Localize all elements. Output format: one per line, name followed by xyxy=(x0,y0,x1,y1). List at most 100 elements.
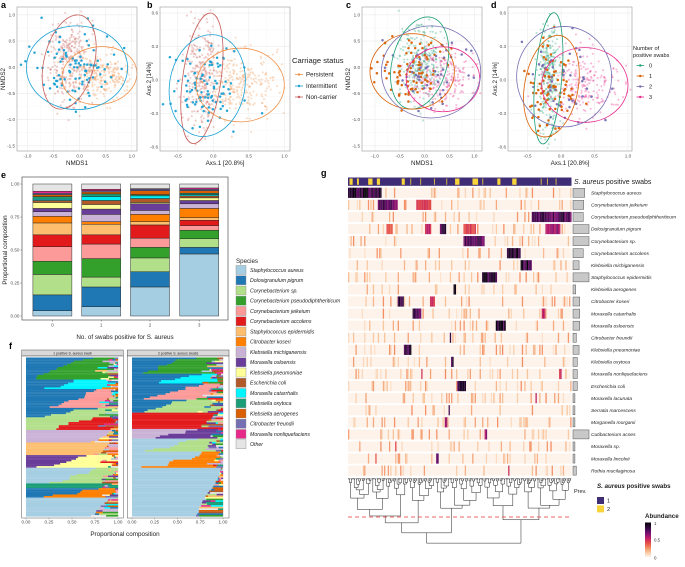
heatmap-cell xyxy=(364,187,366,198)
heatmap-cell xyxy=(418,320,421,331)
data-point xyxy=(426,80,429,83)
heatmap-cell xyxy=(545,393,547,404)
composition-segment xyxy=(195,456,221,459)
data-point xyxy=(81,69,84,72)
composition-segment xyxy=(115,418,119,421)
legend-swatch xyxy=(235,398,247,408)
data-point xyxy=(59,76,62,79)
bar-segment xyxy=(179,203,219,209)
bar-segment xyxy=(81,193,121,197)
bar-segment xyxy=(32,191,73,194)
data-point xyxy=(553,60,556,63)
composition-segment xyxy=(115,492,119,495)
data-point xyxy=(198,61,201,64)
data-point xyxy=(574,69,577,72)
composition-segment xyxy=(26,481,50,484)
data-point xyxy=(225,47,228,50)
data-point xyxy=(550,84,553,87)
heatmap-cell xyxy=(463,320,465,331)
composition-segment xyxy=(110,385,113,388)
heatmap-cell xyxy=(406,344,408,355)
data-point xyxy=(550,100,553,103)
heatmap-cell xyxy=(509,453,511,464)
heatmap-cell xyxy=(537,441,540,452)
data-point xyxy=(254,77,257,80)
prevalence-bar xyxy=(572,417,576,428)
data-point xyxy=(65,41,68,44)
data-point xyxy=(197,77,200,80)
data-point xyxy=(205,85,208,88)
data-point xyxy=(82,86,86,89)
data-point xyxy=(581,79,584,83)
heatmap-cell xyxy=(359,187,361,198)
composition-segment xyxy=(116,420,119,423)
data-point xyxy=(551,62,554,65)
panel-label-e: e xyxy=(1,170,6,180)
data-point xyxy=(551,40,554,43)
data-point xyxy=(431,58,434,61)
data-point xyxy=(439,91,442,94)
composition-segment xyxy=(103,475,109,478)
data-point xyxy=(60,84,64,87)
data-point xyxy=(161,103,165,106)
data-point xyxy=(406,64,409,68)
composition-segment xyxy=(218,453,224,455)
composition-segment xyxy=(115,477,119,479)
data-point xyxy=(432,50,435,53)
legend-item-label: 3 xyxy=(649,95,652,101)
composition-segment xyxy=(106,398,110,401)
data-point xyxy=(581,84,584,87)
data-point xyxy=(472,74,475,77)
data-point xyxy=(188,81,191,85)
data-point xyxy=(68,90,71,93)
heatmap-cell xyxy=(518,248,520,259)
data-point xyxy=(49,68,52,71)
data-point xyxy=(196,64,199,67)
data-point xyxy=(547,119,550,122)
data-point xyxy=(218,74,222,77)
data-point xyxy=(59,45,62,49)
heatmap-cell xyxy=(524,248,526,259)
composition-segment xyxy=(132,396,151,399)
data-point xyxy=(55,36,58,39)
heatmap-cell xyxy=(366,356,368,368)
data-point xyxy=(73,107,76,110)
data-point xyxy=(592,74,595,77)
composition-segment xyxy=(107,494,110,497)
heatmap-cell xyxy=(458,380,460,392)
heatmap-cell xyxy=(493,272,495,283)
data-point xyxy=(229,99,232,102)
heatmap-cell xyxy=(468,236,470,247)
composition-segment xyxy=(216,363,224,366)
composition-segment xyxy=(26,508,99,511)
data-point xyxy=(122,79,125,82)
data-point xyxy=(203,56,206,60)
composition-segment xyxy=(222,407,224,410)
data-point xyxy=(198,82,201,85)
data-point xyxy=(88,70,91,73)
data-point xyxy=(187,117,190,120)
data-point xyxy=(583,96,586,99)
data-point xyxy=(266,117,269,120)
heatmap-cell xyxy=(364,332,366,343)
data-point xyxy=(73,69,76,72)
data-point xyxy=(547,34,550,37)
data-point xyxy=(204,84,207,87)
heatmap-cell xyxy=(465,308,468,319)
data-point xyxy=(585,78,588,81)
heatmap-cell xyxy=(562,211,565,223)
data-point xyxy=(414,84,417,87)
data-point xyxy=(555,71,558,75)
data-point xyxy=(544,56,547,59)
heatmap-cell xyxy=(370,199,372,210)
data-point xyxy=(57,89,60,92)
data-point xyxy=(51,40,54,43)
data-point xyxy=(107,87,110,90)
composition-segment xyxy=(221,482,224,485)
data-point xyxy=(205,71,208,74)
composition-segment xyxy=(68,400,106,402)
heatmap-cell xyxy=(509,441,511,452)
data-point xyxy=(546,54,549,57)
data-point xyxy=(78,82,82,85)
